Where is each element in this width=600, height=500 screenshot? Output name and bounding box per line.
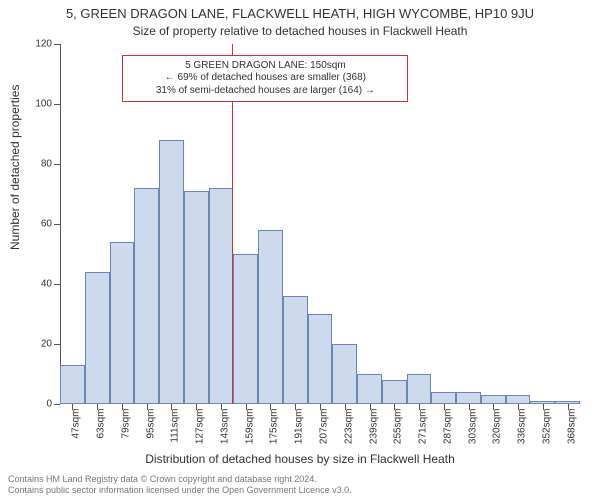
histogram-bar xyxy=(159,140,184,404)
histogram-bar xyxy=(332,344,357,404)
chart-title-main: 5, GREEN DRAGON LANE, FLACKWELL HEATH, H… xyxy=(0,6,600,21)
x-tick-label: 47sqm xyxy=(71,409,82,439)
x-tick-label: 255sqm xyxy=(393,409,404,445)
y-tick-label: 80 xyxy=(26,159,52,170)
histogram-bar xyxy=(110,242,135,404)
y-tick xyxy=(54,164,60,165)
x-tick-label: 79sqm xyxy=(120,409,131,439)
x-tick-label: 191sqm xyxy=(294,409,305,445)
y-tick-label: 0 xyxy=(26,399,52,410)
y-axis-label: Number of detached properties xyxy=(8,85,22,250)
histogram-bar xyxy=(308,314,333,404)
histogram-bar xyxy=(357,374,382,404)
footer-line-2: Contains public sector information licen… xyxy=(8,485,592,496)
y-tick-label: 20 xyxy=(26,339,52,350)
x-tick-label: 287sqm xyxy=(442,409,453,445)
x-tick-label: 239sqm xyxy=(368,409,379,445)
x-tick-label: 175sqm xyxy=(269,409,280,445)
y-tick xyxy=(54,404,60,405)
histogram-bar xyxy=(456,392,481,404)
y-tick xyxy=(54,224,60,225)
x-tick-label: 63sqm xyxy=(96,409,107,439)
histogram-bar xyxy=(85,272,110,404)
histogram-bar xyxy=(209,188,234,404)
x-tick-label: 143sqm xyxy=(219,409,230,445)
histogram-bar xyxy=(382,380,407,404)
chart-title-sub: Size of property relative to detached ho… xyxy=(0,24,600,38)
annotation-line: 5 GREEN DRAGON LANE: 150sqm xyxy=(129,60,401,73)
histogram-bar xyxy=(283,296,308,404)
histogram-bar xyxy=(258,230,283,404)
annotation-line: ← 69% of detached houses are smaller (36… xyxy=(129,72,401,85)
histogram-bar xyxy=(233,254,258,404)
histogram-bar xyxy=(407,374,432,404)
y-tick xyxy=(54,44,60,45)
annotation-box: 5 GREEN DRAGON LANE: 150sqm← 69% of deta… xyxy=(122,55,408,103)
y-tick-label: 60 xyxy=(26,219,52,230)
x-tick-label: 159sqm xyxy=(244,409,255,445)
chart-container: 5, GREEN DRAGON LANE, FLACKWELL HEATH, H… xyxy=(0,0,600,500)
histogram-bar xyxy=(184,191,209,404)
x-tick-label: 111sqm xyxy=(170,409,181,443)
histogram-bar xyxy=(481,395,506,404)
x-tick-label: 223sqm xyxy=(343,409,354,445)
y-tick-label: 100 xyxy=(26,99,52,110)
x-tick-label: 303sqm xyxy=(467,409,478,445)
footer-line-1: Contains HM Land Registry data © Crown c… xyxy=(8,474,592,485)
x-tick-label: 368sqm xyxy=(566,409,577,445)
histogram-bar xyxy=(431,392,456,404)
y-tick-label: 40 xyxy=(26,279,52,290)
x-tick-label: 271sqm xyxy=(418,409,429,445)
y-tick xyxy=(54,104,60,105)
histogram-bar xyxy=(506,395,531,404)
y-tick xyxy=(54,344,60,345)
y-tick xyxy=(54,284,60,285)
annotation-line: 31% of semi-detached houses are larger (… xyxy=(129,85,401,98)
histogram-bar xyxy=(134,188,159,404)
x-tick-label: 336sqm xyxy=(517,409,528,445)
x-tick-label: 320sqm xyxy=(492,409,503,445)
x-tick-label: 207sqm xyxy=(319,409,330,445)
x-tick-label: 95sqm xyxy=(145,409,156,439)
x-tick-label: 352sqm xyxy=(541,409,552,445)
x-axis-label: Distribution of detached houses by size … xyxy=(0,452,600,466)
x-tick-label: 127sqm xyxy=(195,409,206,445)
footer-attribution: Contains HM Land Registry data © Crown c… xyxy=(8,474,592,496)
histogram-bar xyxy=(60,365,85,404)
y-tick-label: 120 xyxy=(26,39,52,50)
plot-area: 02040608010012047sqm63sqm79sqm95sqm111sq… xyxy=(60,44,580,404)
